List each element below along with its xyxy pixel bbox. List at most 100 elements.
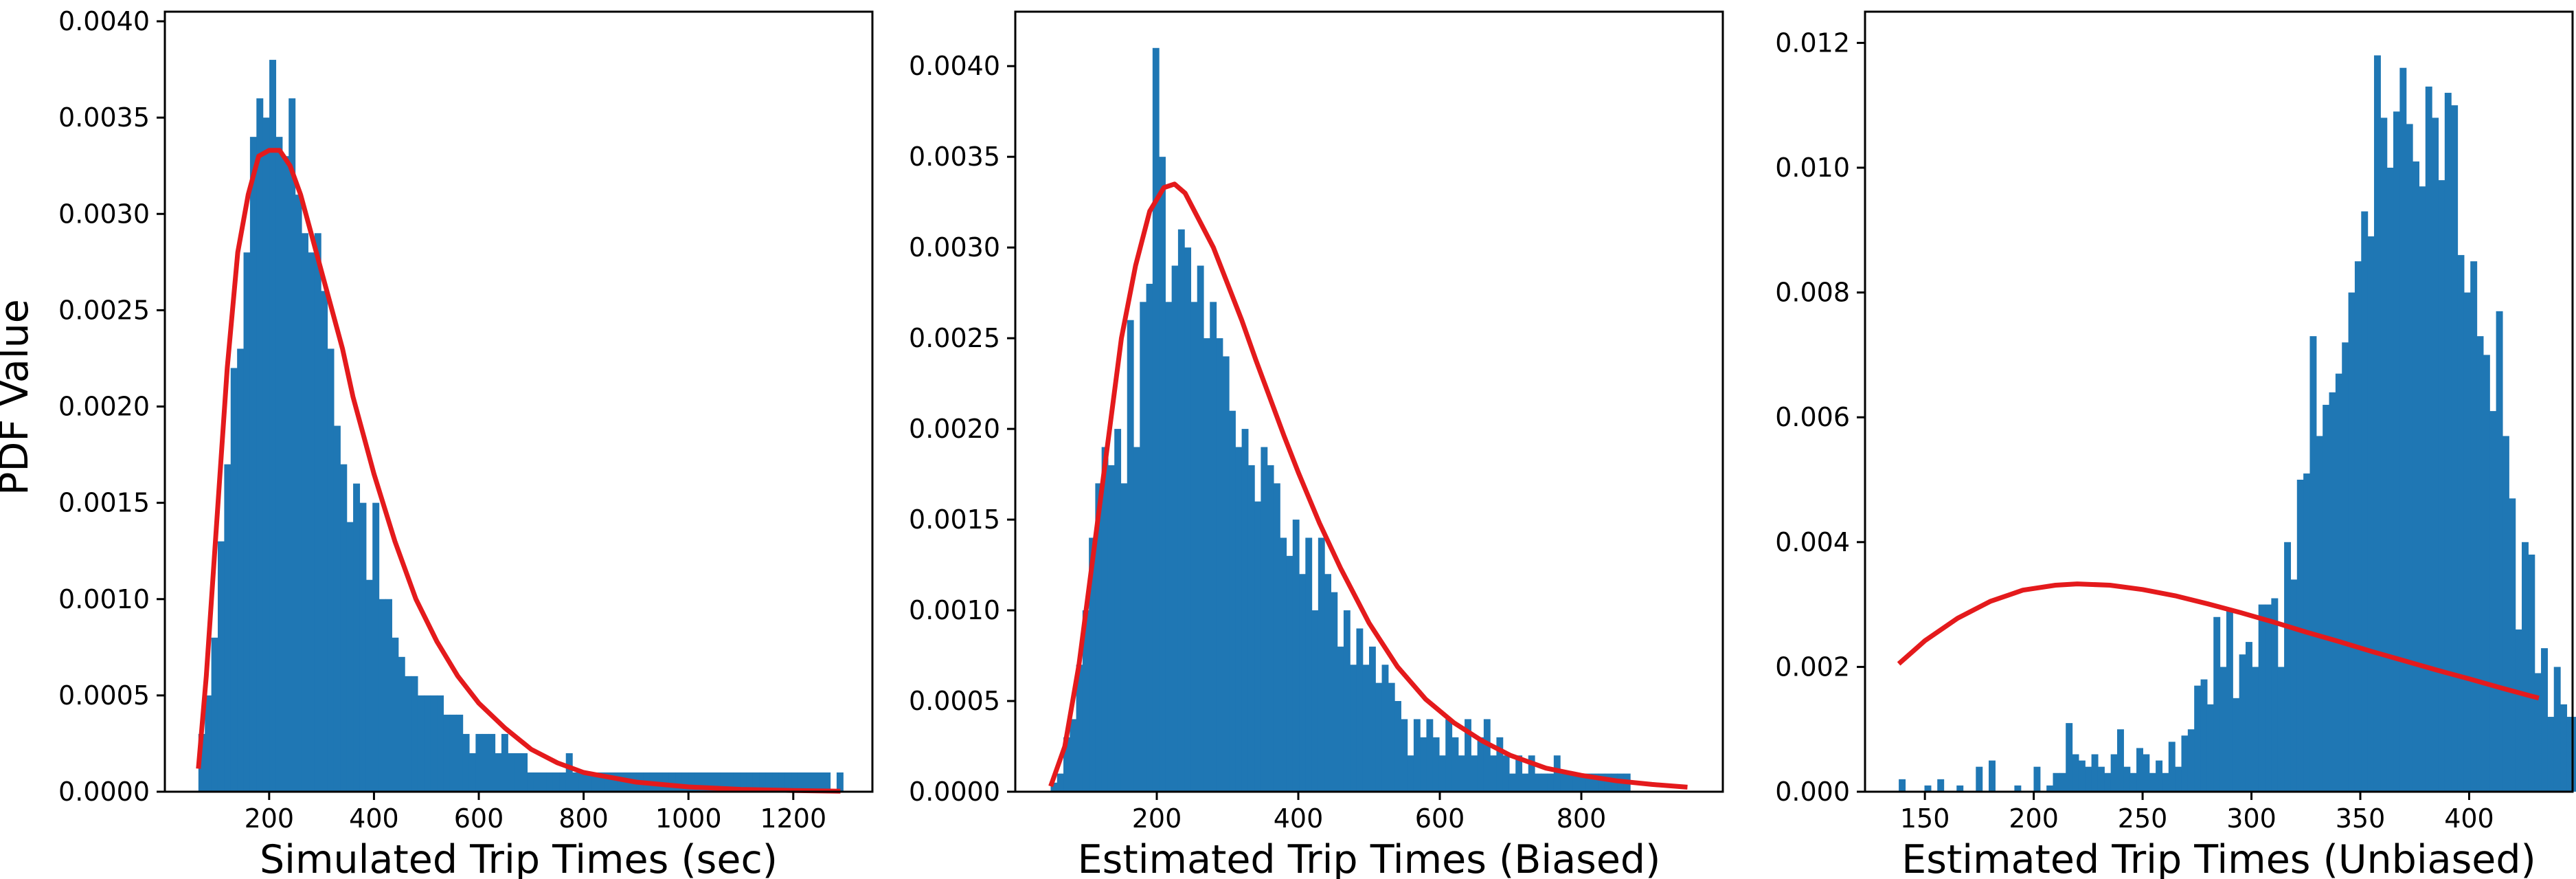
panel-3-bar-87 [2457,255,2465,792]
panel-3-y-tick-label-4: 0.008 [1775,278,1850,308]
panel-1-bar-97 [824,772,831,792]
panel-2-bar-62 [1445,719,1453,792]
panel-3-bar-61 [2290,579,2298,792]
panel-1-bar-63 [605,772,612,792]
panel-3-bar-56 [2258,604,2266,792]
panel-2-bar-53 [1388,682,1395,792]
panel-1-bar-37 [437,695,444,792]
panel-2-bar-49 [1362,665,1370,792]
panel-1-bar-40 [456,714,464,792]
panel-3-bar-9 [1956,785,1964,792]
panel-2-bar-78 [1547,773,1555,792]
panel-1-bar-96 [817,772,824,792]
panel-3-bar-69 [2342,342,2349,792]
panel-2-y-tick-label-6: 0.0030 [909,232,1000,263]
panel-2-bar-69 [1490,755,1497,792]
panel-1-x-tick-label-4: 1000 [655,803,722,834]
panel-1-fit-curve [196,148,841,794]
panel-1-bar-62 [598,772,605,792]
panel-1-bar-22 [340,464,348,792]
panel-1-bar-84 [740,772,747,792]
panel-1-bar-47 [501,733,508,792]
panel-3-bar-26 [2066,723,2073,792]
panel-2-y-tick-label-4: 0.0020 [909,414,1000,444]
panel-3-bar-101 [2547,717,2555,792]
panel-1-bar-30 [392,637,399,792]
panel-3-bar-70 [2348,292,2355,792]
panel-3-x-tick-label-3: 300 [2226,803,2276,834]
panel-1-bar-61 [591,772,599,792]
panel-1-bar-46 [495,753,502,792]
panel-3-bar-35 [2123,766,2131,792]
panel-2-bar-24 [1203,338,1210,792]
panel-2-y-tick-label-7: 0.0035 [909,142,1000,172]
panel-2-y-tick-label-8: 0.0040 [909,51,1000,81]
panel-1-bar-58 [572,772,580,792]
panel-1-bar-95 [811,772,818,792]
panel-3-bar-24 [2053,772,2060,792]
panel-2-bar-28 [1229,410,1236,792]
panel-1-bar-79 [708,772,715,792]
panel-3-x-tick-label-2: 250 [2118,803,2168,834]
panel-3-bar-59 [2277,667,2285,792]
panel-3: 150 200 250 300 350 400 0.0000.0020.0040.0060… [1775,10,2576,879]
panel-1-bar-9 [256,98,264,792]
panel-2-xlabel: Estimated Trip Times (Biased) [1078,837,1661,879]
panel-2-bar-84 [1585,773,1593,792]
panel-3-bar-23 [2046,785,2054,792]
panel-3-bar-102 [2553,667,2561,792]
panel-2-bar-61 [1438,755,1446,792]
panel-1-bar-91 [784,772,792,792]
panel-1-frame [163,10,874,793]
panel-1-bar-29 [385,599,392,792]
panel-3-bar-78 [2399,67,2407,792]
panel-2-bar-3 [1070,719,1077,792]
panel-3-x-tick-label-5: 400 [2444,803,2494,834]
panel-3-bar-76 [2386,168,2394,792]
panel-1-y-tick-label-8: 0.0040 [58,6,150,36]
panel-2-bar-55 [1401,719,1408,792]
panel-2-bar-82 [1572,773,1580,792]
panel-2-bar-52 [1381,665,1389,792]
panel-2-bar-25 [1210,302,1217,792]
panel-3-bar-99 [2534,673,2542,792]
panel-3-bar-38 [2143,754,2150,792]
panel-3-bar-52 [2233,698,2240,792]
panel-1-y-tick-label-3: 0.0015 [58,488,150,518]
panel-2-y-tick-label-3: 0.0015 [909,504,1000,535]
panel-1-x-tick-label-1: 400 [349,803,399,834]
panel-3-bar-49 [2213,616,2221,792]
panel-2-bars [1050,47,1631,792]
panel-1-y-tick-label-0: 0.0000 [58,777,150,807]
panel-1-bars [198,60,844,792]
panel-2-bar-41 [1311,610,1319,792]
panel-2-bar-26 [1216,338,1223,792]
panel-1-bar-52 [533,772,541,792]
panel-3-bar-31 [2097,766,2105,792]
panel-1-y-tick-label-4: 0.0020 [58,392,150,422]
panel-3-bar-57 [2265,604,2272,792]
panel-2-bar-77 [1541,773,1548,792]
panel-2-x-ticks: 200 400 600 800 [1132,792,1606,834]
figure-ylabel: PDF Value [0,299,37,496]
panel-2-bar-86 [1598,773,1605,792]
panel-2-bar-44 [1331,592,1338,792]
panel-2-bar-46 [1343,610,1351,792]
panel-2-bar-68 [1483,719,1491,792]
panel-1-y-tick-label-1: 0.0005 [58,680,150,711]
panel-1-bar-35 [424,695,431,792]
panel-3-bar-93 [2496,311,2503,792]
panel-2-bar-14 [1140,302,1147,792]
panel-3-bar-72 [2361,211,2369,792]
panel-3-bar-21 [2033,766,2041,792]
panel-1-bar-60 [585,772,592,792]
panel-1-bar-33 [411,676,418,792]
panel-3-bar-64 [2309,336,2317,792]
panel-1-bar-38 [443,714,451,792]
panel-3-bar-46 [2194,685,2202,792]
panel-2-bar-9 [1107,465,1115,792]
panel-1-bar-65 [617,772,624,792]
panel-1-bar-83 [733,772,741,792]
panel-2-bar-48 [1356,628,1364,792]
panel-1-bar-50 [521,753,528,792]
